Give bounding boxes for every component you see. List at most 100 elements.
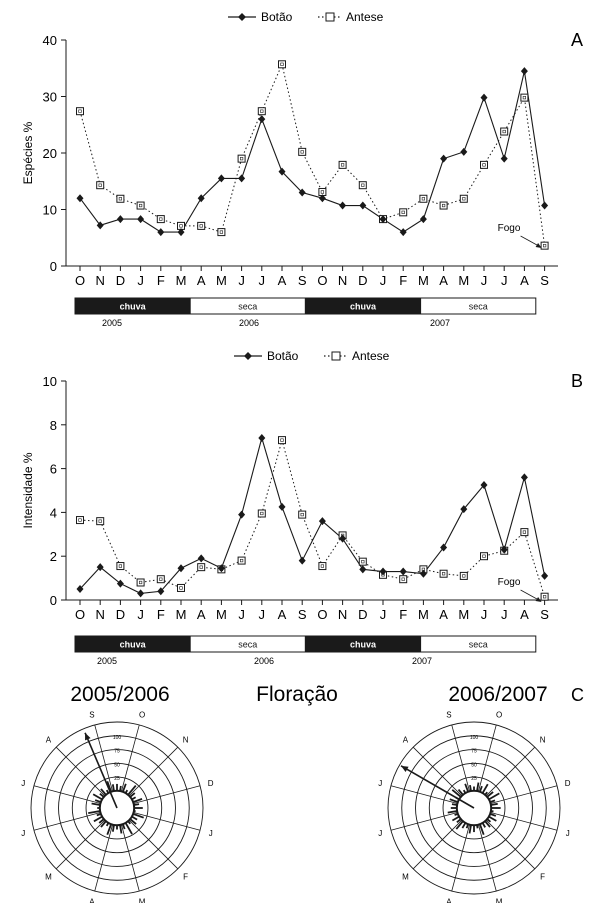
data-point-antese — [136, 201, 145, 210]
data-point-botao — [359, 565, 367, 574]
x-tick-label: A — [520, 273, 529, 288]
rose-frequency-bar — [490, 802, 498, 806]
rose-frequency-bar — [88, 810, 101, 814]
data-point-antese-inner — [542, 244, 547, 248]
year-label: 2007 — [430, 318, 450, 328]
x-tick-label: J — [501, 273, 508, 288]
y-axis-label: Intensidade % — [21, 452, 35, 528]
data-point-antese-inner — [441, 203, 446, 208]
season-label: chuva — [120, 640, 147, 650]
data-point-botao — [197, 554, 205, 563]
data-point-antese — [419, 194, 428, 203]
annotation-fogo: Fogo — [498, 577, 521, 588]
rose-month-label: M — [496, 898, 503, 903]
x-tick-label: A — [278, 607, 287, 622]
rose-ring-label: 25 — [471, 776, 477, 782]
rose-frequency-bar — [489, 813, 497, 817]
x-tick-label: J — [137, 607, 144, 622]
data-point-botao — [339, 534, 347, 543]
year-label: 2005 — [97, 656, 117, 666]
data-point-botao — [379, 567, 387, 576]
x-tick-label: F — [399, 607, 407, 622]
rose-spoke — [478, 724, 497, 792]
data-point-antese — [480, 160, 488, 169]
data-point-antese — [278, 436, 286, 445]
data-point-antese — [500, 127, 509, 136]
rose-frequency-bar — [94, 799, 102, 803]
legend-label-botao: Botão — [261, 10, 293, 24]
x-tick-label: J — [481, 607, 488, 622]
data-point-botao — [541, 201, 549, 210]
rose-frequency-bar — [479, 823, 485, 835]
x-tick-label: M — [216, 607, 227, 622]
x-tick-label: N — [338, 273, 347, 288]
data-point-antese — [298, 147, 307, 156]
x-tick-label: J — [137, 273, 144, 288]
data-point-botao — [278, 502, 286, 511]
data-point-antese-inner — [542, 595, 547, 599]
rose-frequency-bar — [127, 820, 131, 825]
data-point-antese-inner — [361, 183, 365, 187]
data-point-antese-inner — [502, 129, 506, 134]
rose-frequency-bar — [93, 815, 103, 823]
rose-spoke — [451, 824, 470, 892]
annotation-arrowhead — [535, 243, 542, 248]
rose-ring-label: 25 — [114, 776, 120, 782]
x-tick-label: S — [298, 273, 307, 288]
y-tick-label: 30 — [43, 90, 57, 105]
data-point-botao — [520, 473, 528, 482]
rose-month-label: J — [378, 779, 382, 788]
rose-frequency-bar — [124, 789, 129, 794]
data-point-antese-inner — [159, 577, 163, 581]
rose-frequency-bar — [457, 788, 464, 796]
rose-frequency-bar — [119, 824, 123, 834]
rose-frequency-bar — [486, 791, 494, 798]
x-tick-label: M — [458, 607, 469, 622]
rose-frequency-bar — [476, 824, 479, 829]
rose-ring — [442, 776, 506, 840]
data-point-antese — [480, 552, 488, 561]
data-point-botao — [76, 194, 84, 203]
rose-spoke — [478, 824, 497, 892]
data-point-antese-inner — [320, 564, 325, 568]
rose-frequency-bar — [98, 818, 105, 824]
data-point-antese — [520, 93, 529, 102]
data-point-antese-inner — [179, 586, 183, 590]
data-point-antese — [318, 562, 327, 571]
data-point-antese — [96, 181, 105, 190]
rose-month-label: M — [402, 873, 409, 882]
rose-month-label: D — [565, 779, 571, 788]
data-point-antese — [257, 509, 266, 518]
series-line-botao — [79, 435, 546, 594]
x-tick-label: J — [501, 607, 508, 622]
data-point-botao — [460, 147, 468, 156]
rose-month-label: F — [540, 873, 545, 882]
data-point-antese-inner — [421, 197, 426, 201]
data-point-antese-inner — [78, 518, 82, 522]
rose-month-label: O — [496, 710, 502, 719]
data-point-antese-inner — [260, 511, 264, 516]
rose-month-label: A — [446, 898, 452, 903]
rose-spoke — [121, 824, 140, 892]
rose-month-label: O — [139, 710, 145, 719]
rose-frequency-bar — [99, 792, 105, 798]
rose-spoke — [485, 819, 536, 870]
data-point-antese — [116, 562, 125, 571]
data-point-antese-inner — [240, 558, 244, 563]
data-point-antese-inner — [159, 217, 163, 221]
data-point-antese-inner — [300, 150, 304, 154]
data-point-botao — [339, 201, 347, 210]
data-point-botao — [298, 188, 306, 197]
rose-frequency-bar — [447, 810, 458, 814]
data-point-antese — [197, 563, 206, 572]
x-tick-label: D — [116, 273, 125, 288]
rose-ring-label: 75 — [114, 749, 120, 755]
rose-frequency-bar — [131, 815, 138, 821]
data-point-antese — [399, 208, 408, 217]
data-point-antese — [338, 160, 347, 169]
rose-spoke — [451, 724, 470, 792]
x-tick-label: S — [540, 607, 549, 622]
rose-frequency-bar — [488, 815, 497, 822]
season-label: chuva — [120, 302, 147, 312]
